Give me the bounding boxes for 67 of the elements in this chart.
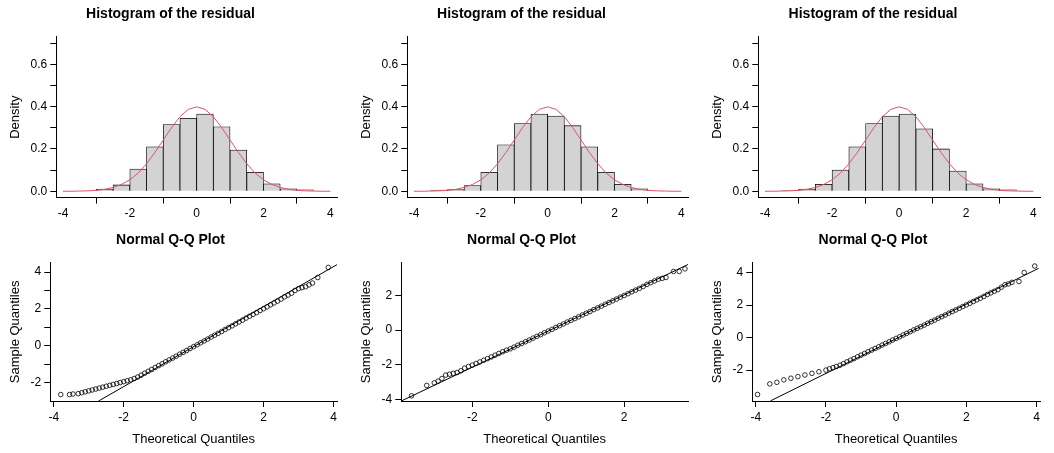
x-tick-label: 2 (260, 206, 268, 221)
x-tick-label: 4 (677, 206, 685, 221)
y-tick-label: 2 (385, 287, 393, 302)
chart-title: Normal Q-Q Plot (467, 231, 577, 248)
x-tick-label: 4 (326, 206, 334, 221)
y-tick-label: 0.6 (381, 56, 399, 71)
y-tick-label: -2 (381, 357, 393, 372)
y-axis-title: Density (709, 95, 725, 139)
y-tick-label: 4 (736, 264, 744, 279)
y-tick-label: 0 (736, 329, 744, 344)
x-tick-label: 0 (892, 409, 900, 424)
y-tick-label: 0 (34, 338, 42, 353)
y-axis-title: Sample Quantiles (358, 280, 374, 384)
y-tick-label: 0.4 (381, 98, 399, 113)
x-tick-label: -4 (57, 206, 69, 221)
x-tick-label: 4 (1033, 409, 1041, 424)
y-tick-label: 4 (34, 264, 42, 279)
x-tick-label: 0 (895, 206, 903, 221)
y-tick-label: 0.6 (732, 56, 750, 71)
y-tick-label: 0 (385, 322, 393, 337)
y-tick-label: 0.2 (732, 141, 750, 156)
chart-title: Histogram of the residual (437, 5, 606, 22)
x-tick-label: -2 (466, 409, 478, 424)
x-tick-label: 0 (544, 409, 552, 424)
x-tick-label: -4 (408, 206, 420, 221)
chart-title: Histogram of the residual (788, 5, 958, 22)
y-axis-title: Sample Quantiles (7, 280, 23, 384)
x-tick-label: 0 (190, 409, 198, 424)
y-tick-label: -4 (381, 391, 393, 406)
y-tick-label: 0.4 (732, 98, 750, 113)
x-axis-title: Theoretical Quantiles (483, 430, 607, 446)
x-tick-label: 2 (962, 409, 970, 424)
x-tick-label: 2 (611, 206, 619, 221)
y-axis-title: Density (358, 95, 374, 139)
chart-title: Normal Q-Q Plot (116, 231, 226, 248)
chart-title: Normal Q-Q Plot (818, 231, 928, 248)
x-tick-label: -2 (826, 206, 838, 221)
x-tick-label: 0 (193, 206, 201, 221)
x-tick-label: 4 (330, 409, 338, 424)
y-tick-label: 0.4 (30, 98, 48, 113)
x-tick-label: 0 (544, 206, 552, 221)
y-tick-label: 0.0 (732, 183, 750, 198)
y-tick-label: -2 (732, 362, 744, 377)
x-tick-label: -2 (475, 206, 487, 221)
x-tick-label: -4 (48, 409, 60, 424)
y-tick-label: 0.2 (381, 141, 399, 156)
y-tick-label: 0.0 (30, 183, 48, 198)
x-axis-title: Theoretical Quantiles (834, 430, 959, 446)
x-tick-label: 4 (1029, 206, 1037, 221)
y-tick-label: 0.0 (381, 183, 399, 198)
x-tick-label: 2 (962, 206, 970, 221)
y-tick-label: 2 (736, 297, 744, 312)
x-tick-label: 2 (620, 409, 628, 424)
y-tick-label: -2 (30, 374, 42, 389)
x-tick-label: -4 (759, 206, 771, 221)
x-axis-title: Theoretical Quantiles (132, 430, 256, 446)
x-tick-label: -2 (820, 409, 832, 424)
y-tick-label: 0.6 (30, 56, 48, 71)
y-tick-label: 2 (34, 301, 42, 316)
y-axis-title: Density (7, 95, 23, 139)
x-tick-label: 2 (260, 409, 268, 424)
x-tick-label: -4 (750, 409, 762, 424)
y-axis-title: Sample Quantiles (709, 280, 725, 384)
x-tick-label: -2 (124, 206, 136, 221)
x-tick-label: -2 (118, 409, 130, 424)
chart-title: Histogram of the residual (86, 5, 255, 22)
y-tick-label: 0.2 (30, 141, 48, 156)
